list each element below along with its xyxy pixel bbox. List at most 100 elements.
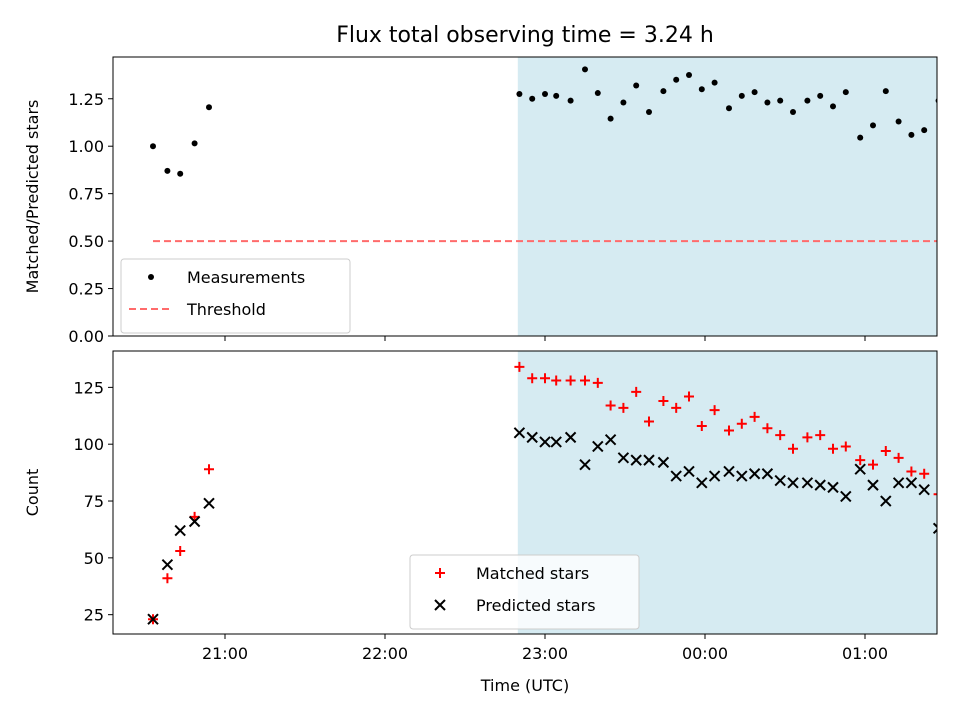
predicted-star-point xyxy=(147,613,159,625)
measurement-point xyxy=(726,105,732,112)
chart-title: Flux total observing time = 3.24 h xyxy=(336,23,714,48)
matched-star-point xyxy=(605,400,616,411)
legend-box xyxy=(409,554,640,630)
matched-star-point xyxy=(855,455,866,466)
matched-star-point xyxy=(592,377,603,388)
measurement-point xyxy=(660,88,667,95)
matched-star-point xyxy=(906,466,917,477)
bottom-panel: 25 50 75 100 125 21:00 22:00 23:00 00:00 01:00 Cou… xyxy=(23,350,956,695)
matched-star-point xyxy=(565,375,576,386)
y-tick-label: 0.50 xyxy=(68,232,104,251)
measurement-point xyxy=(895,118,902,125)
predicted-star-point xyxy=(761,468,774,480)
predicted-star-point xyxy=(203,497,215,510)
legend-label: Measurements xyxy=(187,268,305,287)
matched-star-point xyxy=(631,386,642,397)
measurement-point xyxy=(698,86,705,93)
matched-star-point xyxy=(618,402,629,413)
matched-star-point xyxy=(204,464,214,475)
measurement-point xyxy=(908,131,915,138)
predicted-star-point xyxy=(723,465,735,478)
matched-star-point xyxy=(644,416,654,427)
x-tick-label: 23:00 xyxy=(522,644,568,663)
predicted-star-point xyxy=(932,522,937,535)
measurement-point xyxy=(177,170,184,177)
y-tick-label: 0.00 xyxy=(68,327,104,346)
measurement-point xyxy=(948,91,954,97)
matched-star-point xyxy=(788,443,798,454)
x-tick-label: 21:00 xyxy=(202,644,248,663)
predicted-star-point xyxy=(513,427,526,439)
matched-star-point xyxy=(868,459,878,470)
measurement-point xyxy=(882,88,889,95)
legend-predicted-swatch xyxy=(434,599,446,611)
measurement-point xyxy=(842,89,849,96)
predicted-star-point xyxy=(161,558,174,571)
legend-label: Threshold xyxy=(186,300,266,319)
measurement-point xyxy=(804,97,811,104)
measurement-point xyxy=(711,79,718,86)
matched-star-point xyxy=(815,430,826,441)
measurement-point xyxy=(607,115,614,122)
y-tick-label: 0.25 xyxy=(68,280,104,299)
predicted-star-point xyxy=(736,470,748,482)
matched-star-point xyxy=(709,405,720,416)
predicted-star-point xyxy=(827,481,839,494)
y-tick-label: 50 xyxy=(84,549,104,568)
matched-star-point xyxy=(828,443,838,454)
y-tick-label: 100 xyxy=(73,435,104,454)
measurement-point xyxy=(777,97,784,104)
predicted-star-point xyxy=(670,470,682,482)
predicted-star-point xyxy=(630,454,642,466)
legend-box xyxy=(120,258,351,334)
measurement-point xyxy=(164,167,171,174)
matched-star-point xyxy=(540,373,550,384)
measurement-point xyxy=(673,76,680,83)
predicted-star-point xyxy=(708,470,721,482)
predicted-star-point xyxy=(854,463,866,475)
measurement-point xyxy=(594,90,601,97)
predicted-star-point xyxy=(918,483,930,496)
y-tick-label: 0.75 xyxy=(68,185,104,204)
axes-frame xyxy=(112,350,938,635)
y-tick-label: 25 xyxy=(84,606,104,625)
predicted-star-point xyxy=(643,454,655,466)
matched-star-point xyxy=(551,375,562,386)
predicted-star-point xyxy=(696,477,708,489)
predicted-star-point xyxy=(188,515,201,528)
matched-star-point xyxy=(946,510,956,520)
predicted-star-point xyxy=(550,436,562,448)
measurement-point xyxy=(870,122,876,129)
measurement-point xyxy=(150,143,156,150)
predicted-star-point xyxy=(579,458,591,471)
matched-star-point xyxy=(684,391,694,402)
predicted-star-point xyxy=(892,477,905,489)
predicted-star-point xyxy=(905,477,918,489)
matched-star-point xyxy=(893,452,904,463)
measurement-point xyxy=(191,140,198,147)
predicted-star-point xyxy=(174,524,186,537)
y-tick-label: 75 xyxy=(84,492,104,511)
legend: Measurements Threshold xyxy=(120,258,351,334)
predicted-star-point xyxy=(774,474,786,487)
legend-measurement-swatch xyxy=(148,274,154,280)
matched-star-point xyxy=(933,493,937,496)
matched-star-point xyxy=(919,468,930,479)
predicted-star-point xyxy=(592,440,604,453)
matched-star-point xyxy=(671,402,682,413)
x-axis-label: Time (UTC) xyxy=(480,676,569,695)
measurement-point xyxy=(206,104,212,111)
measurement-point xyxy=(764,99,771,106)
predicted-star-point xyxy=(801,477,814,489)
matched-star-point xyxy=(724,425,734,436)
measurement-point xyxy=(751,89,758,96)
predicted-star-point xyxy=(880,495,892,507)
predicted-star-point xyxy=(867,479,879,491)
measurement-point xyxy=(790,109,796,116)
measurement-point xyxy=(542,91,548,98)
predicted-star-point xyxy=(683,465,695,478)
matched-star-point xyxy=(527,373,538,384)
matched-star-point xyxy=(802,432,813,443)
matched-star-point xyxy=(658,396,669,407)
